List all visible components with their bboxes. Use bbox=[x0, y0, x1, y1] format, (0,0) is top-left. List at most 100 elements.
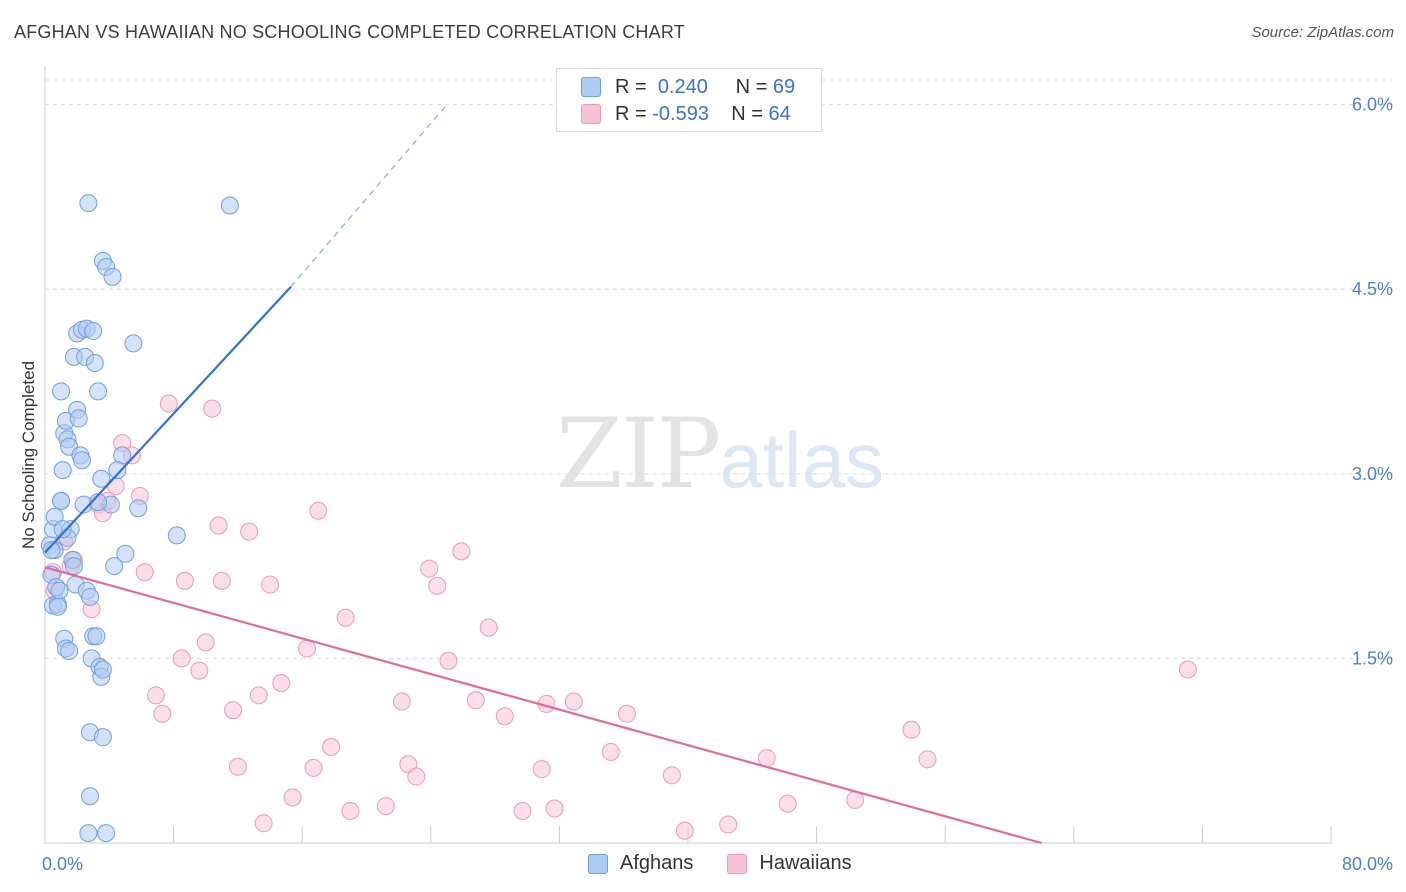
hawaiians-point bbox=[452, 542, 471, 561]
afghans-point bbox=[52, 491, 71, 510]
hawaiians-point bbox=[420, 559, 439, 578]
hawaiians-point bbox=[675, 821, 694, 840]
hawaiians-point bbox=[283, 788, 302, 807]
hawaiians-point bbox=[249, 686, 268, 705]
n-label: N = bbox=[735, 75, 768, 98]
y-axis-label: No Schooling Completed bbox=[19, 361, 38, 549]
afghans-point bbox=[167, 526, 186, 545]
afghans-point bbox=[105, 557, 124, 576]
hawaiians-point bbox=[146, 686, 165, 705]
afghans-point bbox=[79, 824, 98, 843]
watermark: ZIPatlas bbox=[556, 398, 884, 510]
hawaiians-point bbox=[662, 766, 681, 785]
hawaiians-trend-line bbox=[44, 566, 1042, 845]
n-label: N = bbox=[731, 102, 763, 125]
hawaiians-swatch bbox=[581, 104, 601, 124]
hawaiians-point bbox=[479, 618, 498, 637]
afghans-point bbox=[48, 597, 67, 616]
hawaiians-point bbox=[513, 802, 532, 821]
afghans-point bbox=[60, 642, 79, 661]
afghans-point bbox=[81, 787, 100, 806]
hawaiians-point bbox=[224, 701, 243, 720]
chart-title: AFGHAN VS HAWAIIAN NO SCHOOLING COMPLETE… bbox=[14, 22, 685, 42]
trend-lines bbox=[44, 104, 1042, 845]
afghans-trend-extension bbox=[290, 104, 448, 288]
x-tick-label: 80.0% bbox=[1342, 854, 1393, 874]
hawaiians-point bbox=[159, 394, 178, 413]
hawaiians-point bbox=[617, 704, 636, 723]
r-label: R = bbox=[615, 75, 647, 98]
hawaiians-point bbox=[272, 674, 291, 693]
afghans-point bbox=[93, 660, 112, 679]
watermark-atlas: atlas bbox=[719, 416, 884, 504]
hawaiians-point bbox=[532, 760, 551, 779]
y-tick-label: 4.5% bbox=[1352, 279, 1393, 299]
y-tick-label: 3.0% bbox=[1352, 464, 1393, 484]
afghans-point bbox=[93, 728, 112, 747]
hawaiians-point bbox=[719, 815, 738, 834]
hawaiians-point bbox=[322, 738, 341, 757]
afghans-point bbox=[53, 520, 72, 539]
axes bbox=[44, 66, 1332, 844]
hawaiians-point bbox=[135, 563, 154, 582]
hawaiians-point bbox=[254, 814, 273, 833]
afghans-point bbox=[220, 196, 239, 215]
y-tick-label: 6.0% bbox=[1352, 95, 1393, 115]
r-value: 0.240 bbox=[657, 75, 708, 98]
afghans-point bbox=[69, 409, 88, 428]
source-label: Source: ZipAtlas.com bbox=[1251, 24, 1394, 41]
afghans-point bbox=[124, 334, 143, 353]
hawaiians-point bbox=[341, 802, 360, 821]
afghans-legend-label: Afghans bbox=[620, 852, 694, 874]
afghans-swatch bbox=[581, 77, 601, 97]
afghans-point bbox=[129, 499, 148, 518]
hawaiians-point bbox=[209, 516, 228, 535]
tick-labels: 1.5% 3.0% 4.5% 6.0% 0.0% 80.0% bbox=[42, 95, 1393, 874]
hawaiians-point bbox=[190, 661, 209, 680]
hawaiians-point bbox=[212, 571, 231, 590]
afghans-point bbox=[72, 451, 91, 470]
afghans-point bbox=[81, 587, 100, 606]
afghans-point bbox=[52, 382, 71, 401]
afghans-point bbox=[79, 194, 98, 213]
hawaiians-point bbox=[545, 799, 564, 818]
hawaiians-point bbox=[918, 750, 937, 769]
afghans-point bbox=[85, 354, 104, 373]
correlation-legend: R = 0.240 N = 69 R = -0.593 N = 64 bbox=[556, 68, 822, 132]
afghans-point bbox=[116, 544, 135, 563]
afghans-point bbox=[92, 469, 111, 488]
afghans-point bbox=[89, 493, 108, 512]
hawaiians-point bbox=[304, 758, 323, 777]
hawaiians-point bbox=[240, 522, 259, 541]
hawaiians-point bbox=[153, 704, 172, 723]
afghans-points bbox=[40, 194, 239, 843]
n-value: 64 bbox=[768, 102, 791, 125]
hawaiians-point bbox=[376, 797, 395, 816]
afghans-trend-line bbox=[44, 286, 292, 554]
r-label: R = bbox=[615, 102, 647, 125]
hawaiians-point bbox=[392, 692, 411, 711]
series-legend: Afghans Hawaiians bbox=[588, 852, 852, 875]
hawaiians-point bbox=[261, 575, 280, 594]
afghans-point bbox=[42, 541, 61, 560]
hawaiians-point bbox=[495, 707, 514, 726]
hawaiians-point bbox=[1178, 660, 1197, 679]
afghans-point bbox=[84, 322, 103, 341]
hawaiians-point bbox=[466, 691, 485, 710]
hawaiians-point bbox=[778, 794, 797, 813]
hawaiians-point bbox=[309, 501, 328, 520]
hawaiians-point bbox=[757, 749, 776, 768]
legend-row-afghans: R = 0.240 N = 69 bbox=[581, 75, 795, 99]
hawaiians-point bbox=[172, 649, 191, 668]
hawaiians-point bbox=[407, 767, 426, 786]
hawaiians-point bbox=[298, 639, 317, 658]
x-tick-label: 0.0% bbox=[42, 854, 83, 874]
hawaiians-point bbox=[428, 576, 447, 595]
hawaiians-point bbox=[439, 651, 458, 670]
hawaiians-point bbox=[203, 399, 222, 418]
legend-row-hawaiians: R = -0.593 N = 64 bbox=[581, 102, 791, 126]
hawaiians-legend-swatch bbox=[727, 853, 748, 874]
afghans-point bbox=[103, 267, 122, 286]
r-value: -0.593 bbox=[652, 102, 709, 125]
